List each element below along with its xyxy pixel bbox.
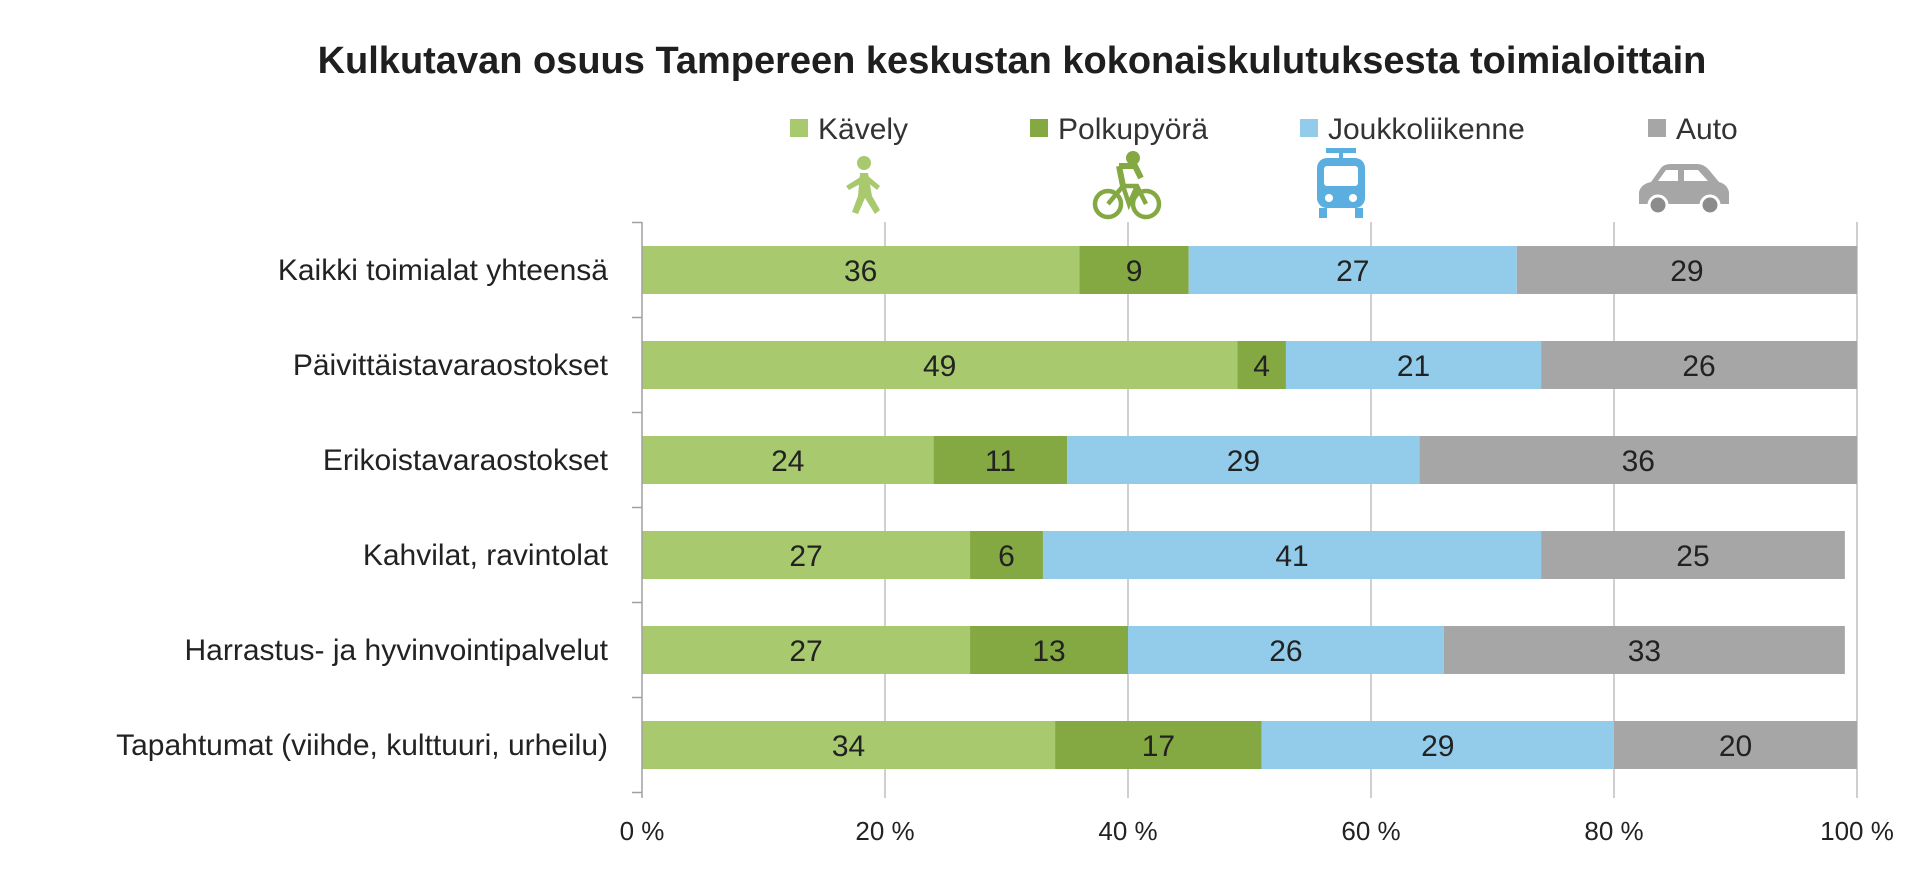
data-label: 49 — [923, 350, 956, 383]
legend-swatch — [1300, 119, 1318, 137]
data-label: 41 — [1275, 540, 1308, 573]
data-label: 29 — [1227, 445, 1260, 478]
data-label: 9 — [1126, 255, 1143, 288]
legend-label: Kävely — [818, 113, 908, 146]
bar-segment — [1067, 436, 1420, 484]
bar-segment — [1285, 341, 1542, 389]
data-label: 36 — [844, 255, 877, 288]
data-label: 27 — [1336, 255, 1369, 288]
data-label: 26 — [1269, 635, 1302, 668]
data-label: 20 — [1719, 730, 1752, 763]
car-icon — [1639, 164, 1729, 216]
chart-title: Kulkutavan osuus Tampereen keskustan kok… — [317, 40, 1707, 82]
data-label: 27 — [789, 635, 822, 668]
bar-segment — [1042, 531, 1542, 579]
category-label: Kaikki toimialat yhteensä — [278, 254, 608, 287]
gridlines — [884, 222, 1858, 798]
x-tick-label: 80 % — [1584, 816, 1643, 846]
bar-segment — [1541, 531, 1845, 579]
bar-segment — [642, 341, 1238, 389]
bar-segment — [1541, 341, 1857, 389]
bar-segment — [1079, 246, 1189, 294]
tram-icon — [1317, 148, 1365, 218]
x-tick-label: 0 % — [620, 816, 665, 846]
data-label: 27 — [789, 540, 822, 573]
legend-swatch — [790, 119, 808, 137]
data-label: 21 — [1397, 350, 1430, 383]
bicycle-icon — [1092, 151, 1162, 220]
data-label: 29 — [1670, 255, 1703, 288]
category-label: Erikoistavaraostokset — [323, 444, 609, 477]
axis: 0 % 20 % 40 % 60 % 80 % 100 % Kaikki toimialat… — [116, 221, 1894, 846]
bar-segment — [1443, 626, 1845, 674]
legend: Kävely Polkupyörä Joukkoliikenne Auto — [790, 113, 1738, 146]
bar-segment — [642, 531, 971, 579]
legend-label: Auto — [1676, 113, 1738, 146]
data-label: 25 — [1676, 540, 1709, 573]
legend-label: Joukkoliikenne — [1328, 113, 1525, 146]
legend-swatch — [1030, 119, 1048, 137]
walking-person-icon — [846, 156, 880, 214]
mode-icons — [846, 148, 1729, 220]
category-label: Tapahtumat (viihde, kulttuuri, urheilu) — [116, 729, 608, 762]
data-label: 26 — [1682, 350, 1715, 383]
data-label: 17 — [1142, 730, 1175, 763]
data-label: 13 — [1032, 635, 1065, 668]
bar-segment — [642, 721, 1056, 769]
bar-segment — [642, 246, 1080, 294]
category-label: Harrastus- ja hyvinvointipalvelut — [184, 634, 608, 667]
category-label: Kahvilat, ravintolat — [363, 539, 609, 572]
x-tick-label: 60 % — [1341, 816, 1400, 846]
x-tick-label: 40 % — [1098, 816, 1157, 846]
bar-segment — [933, 436, 1068, 484]
bar-segment — [1614, 721, 1857, 769]
data-label: 4 — [1253, 350, 1270, 383]
bar-segment — [1128, 626, 1444, 674]
bar-segment — [642, 626, 971, 674]
bar-segment — [1188, 246, 1517, 294]
data-label: 11 — [985, 445, 1016, 478]
data-label: 29 — [1421, 730, 1454, 763]
x-tick-label: 20 % — [855, 816, 914, 846]
legend-swatch — [1648, 119, 1666, 137]
bar-segment — [970, 626, 1128, 674]
bar-segment — [1516, 246, 1857, 294]
bar-segment — [970, 531, 1043, 579]
bar-segment — [642, 436, 934, 484]
data-label: 24 — [771, 445, 804, 478]
x-tick-label: 100 % — [1820, 816, 1894, 846]
bar-segment — [1237, 341, 1286, 389]
data-label: 6 — [998, 540, 1015, 573]
data-label: 36 — [1622, 445, 1655, 478]
legend-label: Polkupyörä — [1058, 113, 1208, 146]
bar-segment — [1055, 721, 1262, 769]
data-label: 33 — [1628, 635, 1661, 668]
category-label: Päivittäistavaraostokset — [293, 349, 609, 382]
bar-segment — [1261, 721, 1614, 769]
data-label: 34 — [832, 730, 865, 763]
bars: 36 9 27 29 49 4 21 26 24 11 29 36 27 6 41 25 27 13 26 33 34 1… — [642, 246, 1857, 769]
bar-segment — [1419, 436, 1857, 484]
